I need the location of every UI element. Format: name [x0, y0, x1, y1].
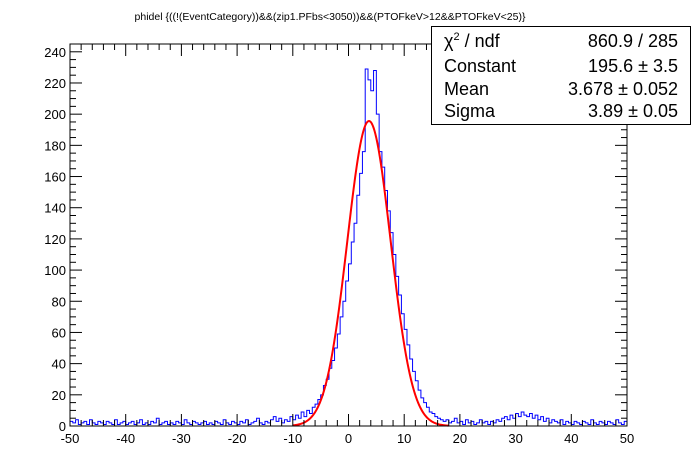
x-tick-label: -40: [116, 431, 135, 446]
stat-chi2-value: 860.9 / 285: [587, 31, 678, 51]
histogram-line: [69, 68, 628, 426]
y-tick-label: 120: [44, 232, 66, 247]
stat-mean-name: Mean: [444, 79, 490, 99]
x-tick-label: -10: [283, 431, 302, 446]
x-tick-label: 10: [397, 431, 411, 446]
stat-ndf-word: ndf: [474, 31, 500, 51]
y-tick-label: 80: [52, 294, 66, 309]
x-tick-label: 20: [453, 431, 467, 446]
y-tick-label: 60: [52, 325, 66, 340]
y-tick-label: 100: [44, 263, 66, 278]
stat-row-constant: Constant 195.6 ± 3.5: [444, 56, 678, 80]
x-tick-label: 0: [345, 431, 352, 446]
stat-chi2-name: χ2 / ndf: [444, 31, 500, 51]
y-tick-label: 240: [44, 45, 66, 60]
x-tick-label: 30: [508, 431, 522, 446]
y-tick-label: 180: [44, 138, 66, 153]
y-tick-label: 40: [52, 357, 66, 372]
stat-row-mean: Mean 3.678 ± 0.052: [444, 79, 678, 103]
stat-sigma-name: Sigma: [444, 101, 496, 121]
y-tick-label: 160: [44, 170, 66, 185]
stats-box: χ2 / ndf 860.9 / 285 Constant 195.6 ± 3.…: [431, 26, 691, 125]
x-tick-label: -50: [61, 431, 80, 446]
y-tick-label: 0: [59, 419, 66, 434]
y-tick-label: 20: [52, 388, 66, 403]
y-axis: 0 20 40 60 80 100 120 140 160 180 200 220 240: [44, 43, 627, 434]
x-tick-label: 50: [620, 431, 634, 446]
histogram-layer: [69, 68, 628, 426]
x-tick-label: 40: [564, 431, 578, 446]
x-axis: -50 -40 -30 -20 -10 0 10 20 30 40 50: [61, 44, 634, 446]
stat-sigma-value: 3.89 ± 0.05: [588, 101, 678, 121]
y-tick-label: 140: [44, 201, 66, 216]
x-tick-label: -30: [172, 431, 191, 446]
stat-constant-value: 195.6 ± 3.5: [588, 56, 678, 76]
gaussian-fit-curve: [292, 120, 449, 427]
fit-layer: [292, 120, 449, 427]
y-tick-label: 200: [44, 107, 66, 122]
stat-mean-value: 3.678 ± 0.052: [568, 79, 678, 99]
stat-constant-name: Constant: [444, 56, 517, 76]
stat-row-chi2: χ2 / ndf 860.9 / 285: [444, 31, 678, 55]
chart-title: phidel {((!(EventCategory))&&(zip1.PFbs<…: [135, 11, 526, 23]
x-tick-label: -20: [228, 431, 247, 446]
y-tick-label: 220: [44, 76, 66, 91]
stat-row-sigma: Sigma 3.89 ± 0.05: [444, 101, 678, 125]
